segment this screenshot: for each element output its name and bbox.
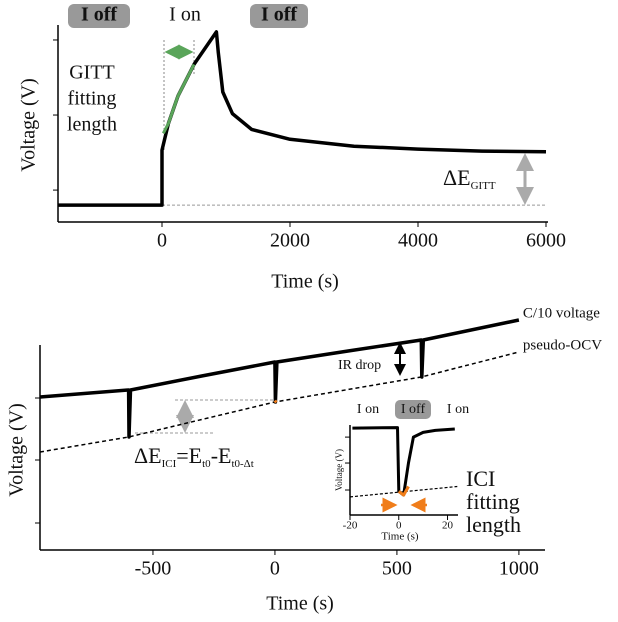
state-label: I off	[81, 4, 117, 26]
y-axis-label: Voltage (V)	[18, 78, 40, 172]
x-axis-label: Time (s)	[271, 271, 339, 293]
x-tick-label: -20	[343, 520, 358, 532]
annotation: fitting	[68, 88, 117, 110]
annotation: GITT	[69, 62, 115, 84]
annotation: t0-Δt	[231, 458, 253, 470]
series-line	[39, 318, 520, 439]
x-tick-label: 4000	[398, 230, 438, 252]
state-box	[250, 4, 308, 28]
annotation: ΔEICI=Et0-Et0-Δt	[134, 443, 254, 469]
annotation: GITT	[471, 180, 496, 192]
x-tick-label: 2000	[270, 230, 310, 252]
annotation: fitting	[466, 489, 520, 514]
annotation: IR drop	[338, 358, 381, 373]
annotation: =E	[176, 443, 202, 468]
annotation: t0	[202, 458, 211, 470]
x-tick-label: -500	[135, 558, 172, 580]
annotation: ΔE	[443, 165, 471, 190]
state-label: I off	[401, 402, 426, 417]
x-tick-label: 0	[270, 558, 280, 580]
series-line	[352, 426, 455, 497]
x-tick-label: 500	[382, 558, 412, 580]
x-axis-label: Time (s)	[266, 593, 334, 615]
series-line	[273, 399, 278, 404]
annotation: ICI	[162, 458, 177, 470]
x-axis-label: Time (s)	[381, 531, 419, 543]
series-line	[397, 485, 410, 497]
series-line	[161, 63, 196, 134]
series-line	[349, 485, 458, 498]
state-label: I on	[169, 4, 201, 26]
y-axis-label: Voltage (V)	[6, 403, 28, 497]
y-axis-label: Voltage (V)	[334, 449, 344, 491]
state-label: I on	[447, 402, 469, 417]
state-label: I on	[357, 402, 379, 417]
annotation: ΔEGITT	[443, 165, 496, 191]
annotation: length	[67, 114, 117, 136]
x-tick-label: 0	[396, 520, 402, 532]
series-line	[58, 30, 547, 207]
x-tick-label: 0	[157, 230, 167, 252]
annotation: length	[466, 512, 521, 537]
series-label: pseudo-OCV	[523, 337, 602, 353]
state-label: I off	[261, 4, 297, 26]
x-tick-label: 1000	[499, 558, 539, 580]
series-label: C/10 voltage	[523, 305, 600, 321]
x-tick-label: 20	[442, 520, 454, 532]
annotation: -E	[211, 443, 232, 468]
state-box	[395, 400, 431, 419]
annotation: ICI	[466, 466, 495, 491]
state-box	[68, 4, 130, 28]
x-tick-label: 6000	[526, 230, 566, 252]
annotation: ΔE	[134, 443, 162, 468]
